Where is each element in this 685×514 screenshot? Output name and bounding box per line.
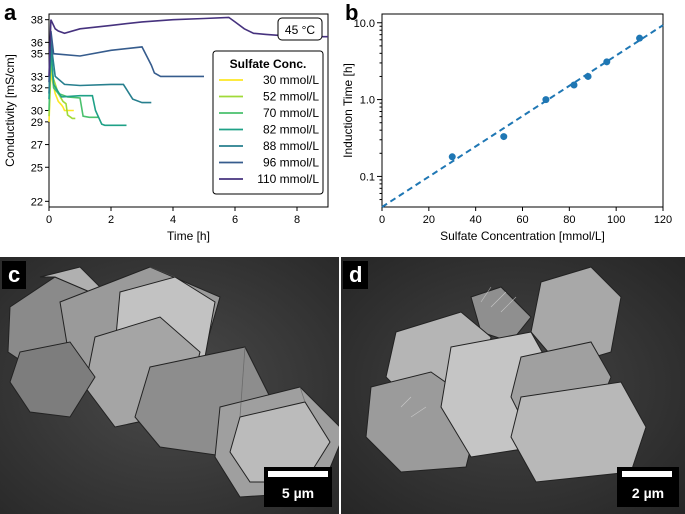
x-tick-label-b: 100 (607, 214, 625, 226)
legend-a: Sulfate Conc. 30 mmol/L 52 mmol/L 70 mmol/… (212, 50, 324, 195)
data-point (636, 34, 644, 42)
data-point (500, 133, 508, 141)
x-tick-label-b: 20 (423, 214, 435, 226)
legend-entry: 96 mmol/L (263, 156, 319, 170)
y-tick-label-a: 25 (31, 162, 43, 174)
x-tick-label-b: 0 (379, 214, 385, 226)
series-line-a (48, 42, 152, 104)
annotation-box (277, 17, 323, 41)
data-point (603, 58, 611, 66)
y-tick-label-b: 1.0 (360, 95, 375, 107)
scale-bar-line-c (268, 471, 328, 477)
y-axis-label-b: Induction Time [h] (341, 63, 355, 158)
y-axis-label-a: Conductivity [mS/cm] (3, 54, 17, 167)
legend-entry: 30 mmol/L (263, 73, 319, 87)
plot-frame-b (381, 13, 664, 208)
panel-letter-a: a (4, 0, 17, 25)
legend-box (212, 50, 324, 195)
series-line-a (48, 16, 328, 77)
scale-bar-label-c: 5 µm (281, 485, 315, 501)
legend-entry: 88 mmol/L (263, 139, 319, 153)
sem-image-d: d 2 µm (341, 257, 685, 514)
scale-bar-line-d (622, 471, 672, 477)
y-tick-label-a: 30 (31, 106, 43, 118)
panel-letter-b: b (345, 0, 358, 25)
series-line-a (48, 48, 99, 119)
x-tick-label-b: 40 (470, 214, 482, 226)
legend-entry: 70 mmol/L (263, 106, 319, 120)
y-tick-label-a: 27 (31, 140, 43, 152)
x-axis-label-a: Time [h] (167, 229, 210, 243)
series-line-a (48, 45, 127, 127)
scatter-points-b (381, 24, 664, 208)
legend-entry: 110 mmol/L (257, 172, 319, 186)
x-tick-label-a: 6 (232, 214, 238, 226)
legend-entry: 52 mmol/L (263, 90, 319, 104)
scale-bar-label-d: 2 µm (631, 485, 665, 501)
x-tick-label-b: 60 (516, 214, 528, 226)
legend-entry: 82 mmol/L (263, 123, 319, 137)
y-tick-label-a: 33 (31, 71, 43, 83)
x-tick-label-a: 0 (46, 214, 52, 226)
chart-induction-time: 0 20 40 60 80 100 120 0.1 1.0 10.0 Sulfate Concen… (341, 13, 673, 243)
data-point (542, 96, 550, 104)
fit-line (381, 24, 664, 208)
scale-bar-d: 2 µm (617, 467, 679, 507)
legend-title: Sulfate Conc. (230, 57, 307, 71)
panel-letter-c: c (2, 261, 27, 289)
data-point (570, 81, 578, 89)
series-line-a (48, 70, 74, 122)
y-tick-label-a: 29 (31, 117, 43, 129)
data-point (584, 72, 592, 80)
scale-bar-c: 5 µm (264, 467, 332, 507)
y-tick-label-b: 0.1 (360, 171, 375, 183)
series-line-a (48, 30, 204, 83)
data-point (448, 153, 456, 161)
x-tick-label-a: 4 (170, 214, 176, 226)
y-tick-label-a: 38 (31, 15, 43, 27)
x-axis-label-b: Sulfate Concentration [mmol/L] (440, 229, 605, 243)
y-tick-label-a: 22 (31, 196, 43, 208)
y-tick-label-a: 32 (31, 83, 43, 95)
x-tick-label-b: 80 (563, 214, 575, 226)
sem-image-c: c 5 µm (0, 257, 339, 514)
x-tick-label-a: 2 (108, 214, 114, 226)
y-tick-label-a: 35 (31, 49, 43, 61)
x-tick-label-a: 8 (294, 214, 300, 226)
panel-letter-d: d (343, 261, 369, 289)
axis-ticks-b: 0 20 40 60 80 100 120 0.1 1.0 10.0 (354, 18, 673, 226)
y-tick-label-a: 36 (31, 37, 43, 49)
annotation-text: 45 °C (285, 23, 315, 37)
x-tick-label-b: 120 (654, 214, 672, 226)
y-tick-label-b: 10.0 (354, 18, 375, 30)
series-lines-a (48, 16, 328, 127)
temperature-annotation: 45 °C (277, 17, 323, 41)
